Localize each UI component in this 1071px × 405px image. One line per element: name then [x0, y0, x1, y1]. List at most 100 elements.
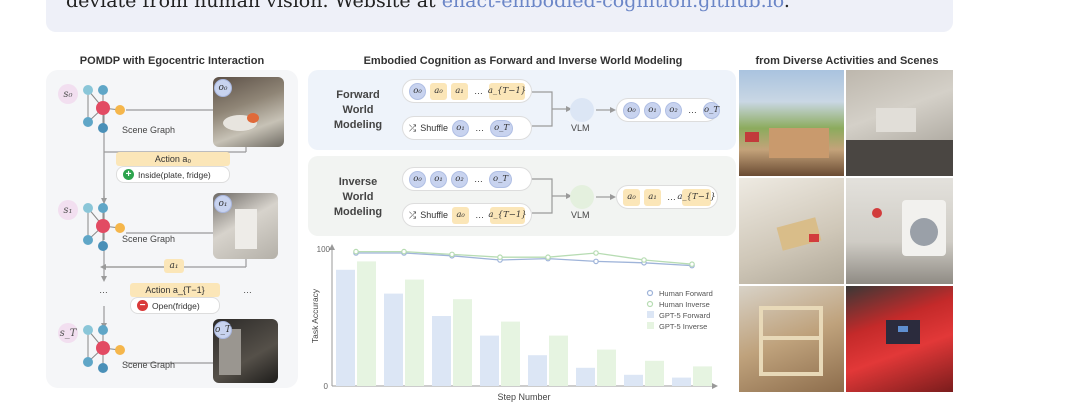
right-panel-title: from Diverse Activities and Scenes — [755, 55, 939, 67]
action-label: Action a_{T−1} — [130, 283, 220, 297]
shuffle-icon: ⤮ — [409, 209, 417, 220]
token: a_{T−1} — [488, 82, 526, 100]
scene-image — [846, 178, 953, 284]
bar — [501, 321, 520, 386]
bar — [453, 299, 472, 386]
bar — [432, 316, 451, 386]
scene-graph-label: Scene Graph — [122, 125, 176, 135]
token: a₀ — [430, 82, 447, 100]
token: o_T — [489, 170, 513, 188]
observation-badge: o₁ — [214, 195, 232, 213]
token: o₂ — [451, 170, 468, 188]
bar — [336, 269, 355, 386]
token: o_T — [703, 101, 720, 119]
data-point — [353, 248, 359, 255]
token: … — [688, 105, 697, 115]
legend-entry: GPT-5 Inverse — [659, 322, 707, 331]
y-tick-label: 100 — [317, 245, 331, 254]
scene-graph-label: Scene Graph — [122, 234, 176, 244]
token: … — [667, 192, 676, 202]
vlm-icon — [570, 98, 594, 122]
scene-image — [846, 286, 953, 392]
scene-image — [846, 70, 953, 176]
data-point — [593, 258, 599, 265]
forward-shuffle-sequence: ⤮ Shuffle o₁ … o_T — [402, 116, 532, 140]
vlm-label: VLM — [571, 210, 590, 220]
arrow-icon — [100, 264, 164, 270]
scene-graph-icon — [83, 85, 125, 133]
token: o₂ — [665, 101, 682, 119]
predicate-text: Open(fridge) — [152, 300, 200, 311]
arrow-icon — [596, 194, 616, 200]
shuffle-label: Shuffle — [420, 123, 449, 133]
vlm-label: VLM — [571, 123, 590, 133]
data-point — [641, 257, 647, 263]
website-link[interactable]: enact-embodied-cognition.github.io — [441, 0, 784, 12]
merge-arrow — [532, 178, 572, 214]
shuffle-label: Shuffle — [420, 210, 449, 220]
left-panel-title: POMDP with Egocentric Interaction — [79, 55, 265, 67]
data-point — [449, 251, 455, 258]
y-axis-label: Task Accuracy — [310, 288, 320, 343]
x-axis-arrow — [712, 383, 718, 389]
predicate-text: Inside(plate, fridge) — [138, 169, 211, 180]
bar — [576, 367, 595, 386]
token: … — [474, 174, 483, 184]
data-point — [545, 254, 551, 261]
token: a_{T−1} — [488, 206, 527, 224]
inverse-output-sequence: a₀ a₁ … a_{T−1} — [616, 185, 718, 209]
accuracy-chart: 0 100 Step Number Task Accuracy Human Forwar… — [310, 244, 718, 402]
token: a₀ — [623, 188, 640, 206]
action-label: a₁ — [164, 259, 184, 273]
token: o_T — [490, 119, 514, 137]
minus-icon: − — [137, 300, 148, 311]
y-axis-arrow — [329, 244, 335, 250]
data-point — [497, 254, 503, 261]
state-badge: s_T — [58, 323, 78, 343]
token: o₀ — [623, 101, 640, 119]
token: o₀ — [409, 82, 426, 100]
observation-badge: o_T — [214, 321, 232, 339]
inverse-input-sequence: o₀ o₁ o₂ … o_T — [402, 167, 532, 191]
vlm-icon — [570, 185, 594, 209]
scene-graph-label: Scene Graph — [122, 360, 176, 370]
token: o₀ — [409, 170, 426, 188]
legend-entry: Human Inverse — [659, 300, 710, 309]
token: a₁ — [451, 82, 468, 100]
state-badge: s₀ — [58, 84, 78, 104]
bar — [624, 374, 643, 386]
legend-entry: GPT-5 Forward — [659, 311, 710, 320]
state-badge: s₁ — [58, 200, 78, 220]
action-label: Action a₀ — [116, 152, 230, 166]
token: a₁ — [644, 188, 661, 206]
scene-graph-icon — [83, 203, 125, 251]
bar — [672, 377, 691, 386]
forward-input-sequence: o₀ a₀ a₁ … a_{T−1} — [402, 79, 532, 103]
forward-output-sequence: o₀ o₁ o₂ … o_T — [616, 98, 720, 122]
legend-marker — [647, 322, 654, 329]
caption-text: deviate from human vision. Website at en… — [66, 0, 790, 12]
bar — [645, 360, 664, 386]
bar — [693, 366, 712, 386]
x-axis-label: Step Number — [497, 392, 550, 402]
predicate-box: + Inside(plate, fridge) — [116, 166, 230, 183]
arrow-icon — [596, 107, 616, 113]
y-tick-label: 0 — [324, 382, 329, 391]
bar — [549, 335, 568, 386]
forward-label: Forward World Modeling — [333, 89, 383, 131]
series-line — [356, 252, 693, 267]
token: … — [475, 210, 485, 220]
scene-image — [739, 286, 844, 392]
bar — [405, 279, 424, 386]
token: a_{T−1} — [677, 188, 716, 206]
bar — [528, 355, 547, 386]
caption-banner — [46, 0, 953, 32]
ellipsis: … — [243, 285, 252, 295]
middle-panel-title: Embodied Cognition as Forward and Invers… — [363, 55, 683, 67]
series-line — [356, 250, 693, 265]
scene-graph-icon — [83, 325, 125, 373]
ellipsis: … — [99, 285, 108, 295]
bar — [357, 261, 376, 386]
token: o₁ — [430, 170, 447, 188]
data-point — [593, 250, 599, 256]
